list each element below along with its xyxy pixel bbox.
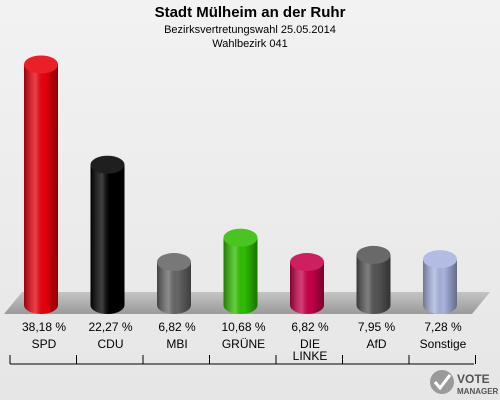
category-label: GRÜNE	[222, 337, 265, 351]
category-label: LINKE	[293, 349, 328, 363]
value-label: 6,82 %	[291, 320, 329, 334]
value-label: 7,28 %	[424, 320, 462, 334]
bar-shade	[223, 237, 258, 314]
bar-top-highlight	[356, 245, 391, 264]
category-label: SPD	[32, 337, 57, 351]
logo-text-vote: VOTE	[457, 372, 490, 386]
bar-top	[290, 253, 324, 272]
bar-top-highlight	[290, 253, 324, 272]
value-label: 6,82 %	[158, 320, 196, 334]
bar-cdu	[90, 155, 125, 314]
bar-grüne	[223, 228, 258, 314]
value-label: 10,68 %	[221, 320, 265, 334]
category-label: CDU	[98, 337, 124, 351]
bar-shade	[157, 262, 191, 314]
vote-manager-logo: VOTE MANAGER	[430, 370, 499, 396]
category-label: DIE	[300, 337, 320, 351]
category-label: AfD	[366, 337, 386, 351]
category-label: MBI	[166, 337, 187, 351]
bars-group	[24, 55, 457, 314]
bar-sonstige	[423, 250, 457, 314]
bar-shade	[356, 254, 391, 314]
bar-top-highlight	[157, 253, 191, 272]
bar-top	[423, 250, 457, 269]
axis-ticks	[9, 355, 476, 364]
bar-shade	[24, 64, 58, 314]
bar-top	[157, 253, 191, 272]
category-label: Sonstige	[420, 337, 467, 351]
bar-top	[356, 245, 391, 264]
bar-afd	[356, 245, 391, 314]
bar-die-linke	[290, 253, 324, 314]
value-label: 7,95 %	[358, 320, 396, 334]
bar-top-highlight	[24, 55, 58, 74]
chart-title: Stadt Mülheim an der Ruhr	[155, 4, 346, 21]
bar-mbi	[157, 253, 191, 314]
labels-group: 38,18 % SPD 22,27 % CDU 6,82 % MBI 10,68 % GRÜN…	[22, 320, 467, 363]
bar-top	[90, 155, 125, 174]
bar-shade	[423, 259, 457, 314]
value-label: 38,18 %	[22, 320, 66, 334]
logo-check-icon	[430, 370, 454, 394]
bar-top-highlight	[423, 250, 457, 269]
chart-subtitle-district: Wahlbezirk 041	[212, 38, 287, 50]
chart-subtitle: Bezirksvertretungswahl 25.05.2014	[164, 24, 336, 36]
logo-text-manager: MANAGER	[457, 387, 499, 396]
bar-top	[24, 55, 58, 74]
bar-shade	[290, 262, 324, 314]
bar-top-highlight	[90, 155, 125, 174]
bar-shade	[90, 164, 125, 314]
bar-spd	[24, 55, 58, 314]
value-label: 22,27 %	[88, 320, 132, 334]
bar-top	[223, 228, 258, 247]
logo-check-mark	[433, 374, 452, 391]
bar-top-highlight	[223, 228, 258, 247]
